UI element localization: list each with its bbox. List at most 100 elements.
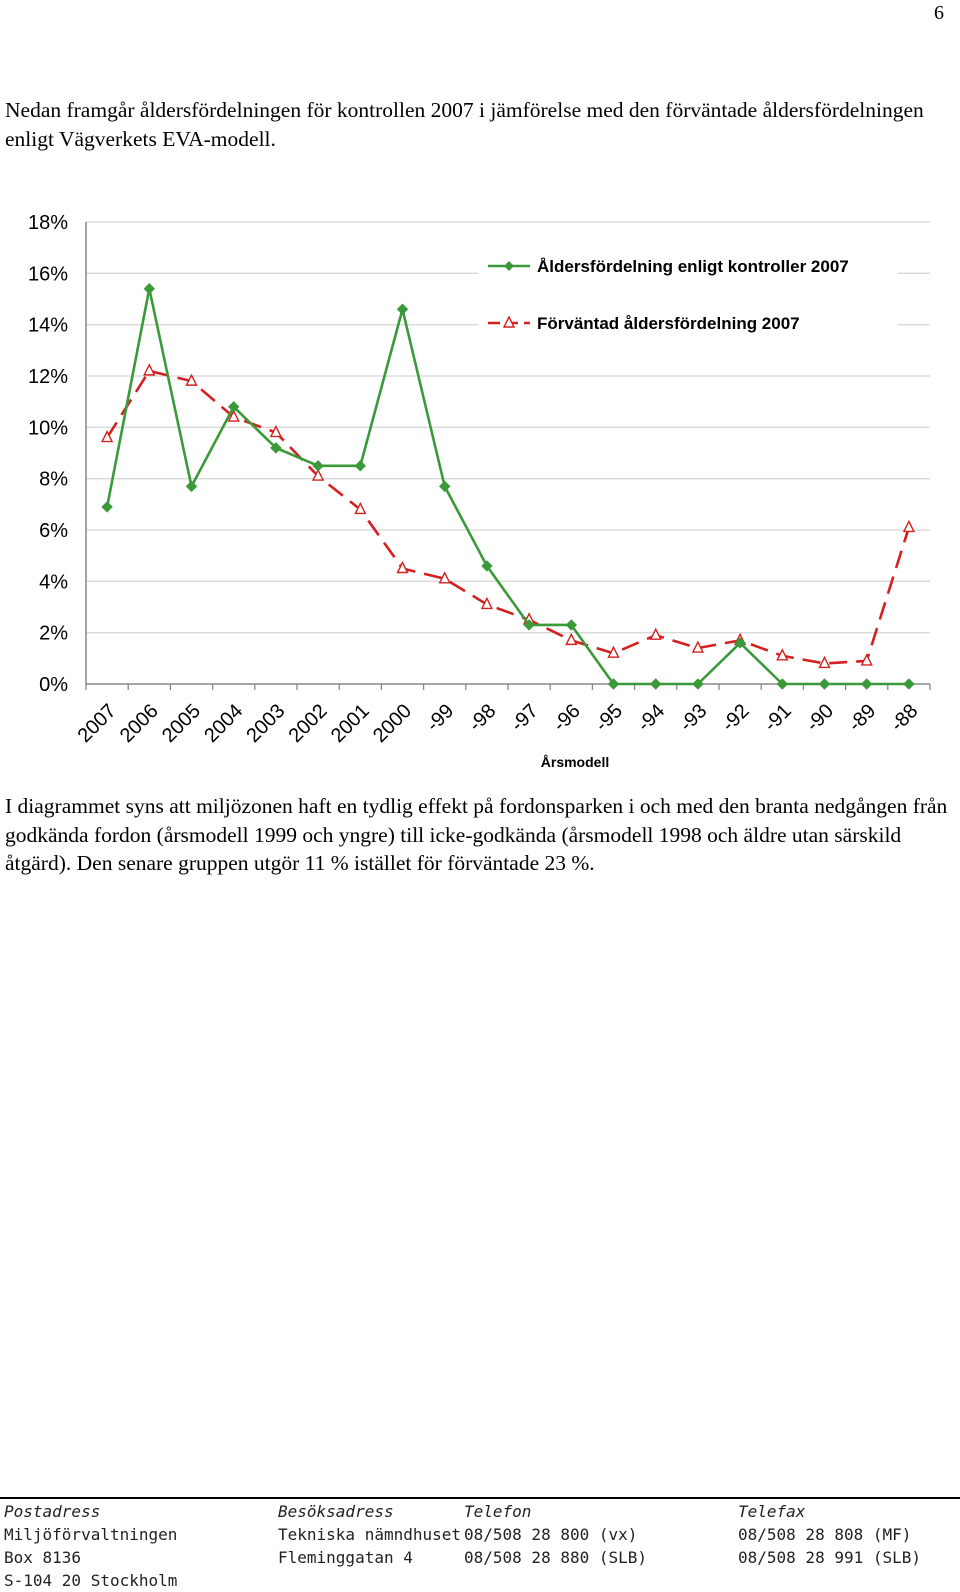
data-point <box>860 678 873 690</box>
chart-series <box>100 283 916 690</box>
data-point <box>227 409 240 422</box>
data-point <box>692 678 704 690</box>
x-tick-label: 2003 <box>242 700 289 747</box>
series-line <box>106 369 911 665</box>
footer-postal-address: Postadress Miljöförvaltningen Box 8136 S… <box>4 1500 177 1592</box>
data-point <box>481 560 493 572</box>
footer-telefon-line: 08/508 28 880 (SLB) <box>464 1548 648 1567</box>
x-tick-label: 2004 <box>200 700 247 747</box>
legend-marker <box>502 315 516 328</box>
y-tick-label: 2% <box>39 623 68 645</box>
data-point <box>776 648 789 661</box>
data-point <box>649 627 662 640</box>
data-point <box>354 460 367 472</box>
y-tick-label: 18% <box>28 212 68 234</box>
chart-legend: Åldersfördelning enligt kontroller 2007 F… <box>478 238 898 348</box>
data-point <box>607 678 620 690</box>
data-point <box>143 363 156 376</box>
footer-besoksadress-line: Fleminggatan 4 <box>278 1548 413 1567</box>
y-tick-label: 16% <box>28 263 68 285</box>
x-tick-label: -97 <box>507 700 543 736</box>
y-tick-label: 12% <box>28 366 68 388</box>
x-tick-label: -91 <box>760 700 796 736</box>
footer-postadress-line: Box 8136 <box>4 1548 82 1567</box>
footer-besoksadress-label: Besöksadress <box>278 1502 394 1521</box>
x-tick-label: -98 <box>464 700 500 736</box>
x-axis-label: Årsmodell <box>541 754 609 770</box>
data-point <box>354 501 367 515</box>
age-distribution-chart: 0%2%4%6%8%10%12%14%16%18% 20072006200520… <box>28 212 931 770</box>
series-line <box>105 287 909 686</box>
y-tick-label: 6% <box>39 520 68 542</box>
data-point <box>860 653 873 666</box>
x-tick-label: -95 <box>591 700 627 736</box>
data-point <box>185 373 198 386</box>
y-tick-labels: 0% 2% 4% 6% 8% 10% 12% 14% 16% 18% <box>28 212 68 696</box>
data-point <box>818 655 831 669</box>
footer-besoksadress-line: Tekniska nämndhuset <box>278 1525 462 1544</box>
data-point <box>143 283 156 295</box>
data-point <box>649 678 662 690</box>
data-point <box>523 619 535 631</box>
data-point <box>227 401 240 413</box>
x-tick-label: -92 <box>718 700 754 736</box>
footer-divider <box>0 1497 960 1499</box>
data-point <box>396 303 409 315</box>
body-paragraph: I diagrammet syns att miljözonen haft en… <box>5 794 948 875</box>
data-point <box>269 424 283 438</box>
x-tick-label: -93 <box>675 700 711 736</box>
x-tick-label: 2007 <box>74 700 121 747</box>
intro-paragraph: Nedan framgår åldersfördelningen för kon… <box>5 98 924 151</box>
x-tick-label: -94 <box>633 700 669 736</box>
data-point <box>902 519 916 533</box>
footer-postadress-line: S-104 20 Stockholm <box>4 1571 178 1590</box>
footer-telefax: Telefax 08/508 28 808 (MF) 08/508 28 991… <box>738 1500 921 1569</box>
y-tick-label: 10% <box>28 417 68 439</box>
footer-telefax-line: 08/508 28 808 (MF) <box>738 1525 912 1544</box>
legend-background <box>478 238 898 348</box>
data-point <box>311 468 325 481</box>
data-point <box>818 678 831 690</box>
x-tick-label: 2000 <box>369 700 416 747</box>
data-point <box>438 571 451 584</box>
data-point <box>565 619 578 631</box>
footer-telefax-label: Telefax <box>738 1502 806 1521</box>
data-point <box>734 637 746 649</box>
data-point <box>438 480 451 493</box>
y-tick-label: 8% <box>39 469 68 491</box>
legend-label: Förväntad åldersfördelning 2007 <box>537 314 800 333</box>
data-point <box>185 480 198 493</box>
data-point <box>607 645 620 658</box>
page-number: 6 <box>934 2 944 24</box>
data-point <box>100 430 114 443</box>
y-tick-label: 4% <box>39 571 68 593</box>
legend-label: Åldersfördelning enligt kontroller 2007 <box>537 257 849 276</box>
footer-telefax-line: 08/508 28 991 (SLB) <box>738 1548 922 1567</box>
footer-postadress-line: Miljöförvaltningen <box>4 1525 178 1544</box>
x-tick-label: 2005 <box>158 700 205 747</box>
chart-gridlines <box>86 221 930 634</box>
data-point <box>903 678 915 690</box>
x-tick-label: 2001 <box>327 700 374 747</box>
y-tick-label: 14% <box>28 315 68 337</box>
footer-visiting-address: Besöksadress Tekniska nämndhuset Fleming… <box>278 1500 461 1569</box>
data-point <box>480 596 494 610</box>
footer-telephone: Telefon 08/508 28 800 (vx) 08/508 28 880… <box>464 1500 647 1569</box>
y-tick-label: 0% <box>39 674 68 696</box>
footer-telefon-label: Telefon <box>464 1502 532 1521</box>
x-tick-label: 2006 <box>116 700 163 747</box>
data-point <box>396 560 409 574</box>
footer-postadress-label: Postadress <box>4 1502 101 1521</box>
data-point <box>565 632 578 646</box>
x-tick-label: -90 <box>802 700 838 736</box>
data-point <box>776 678 789 690</box>
x-tick-label: -89 <box>844 700 880 736</box>
x-tick-label: 2002 <box>285 700 332 747</box>
data-point <box>691 640 705 653</box>
data-point <box>270 442 282 454</box>
x-tick-label: -99 <box>422 700 458 736</box>
x-tick-label: -88 <box>886 700 922 736</box>
footer-telefon-line: 08/508 28 800 (vx) <box>464 1525 638 1544</box>
x-tick-label: -96 <box>549 700 585 736</box>
